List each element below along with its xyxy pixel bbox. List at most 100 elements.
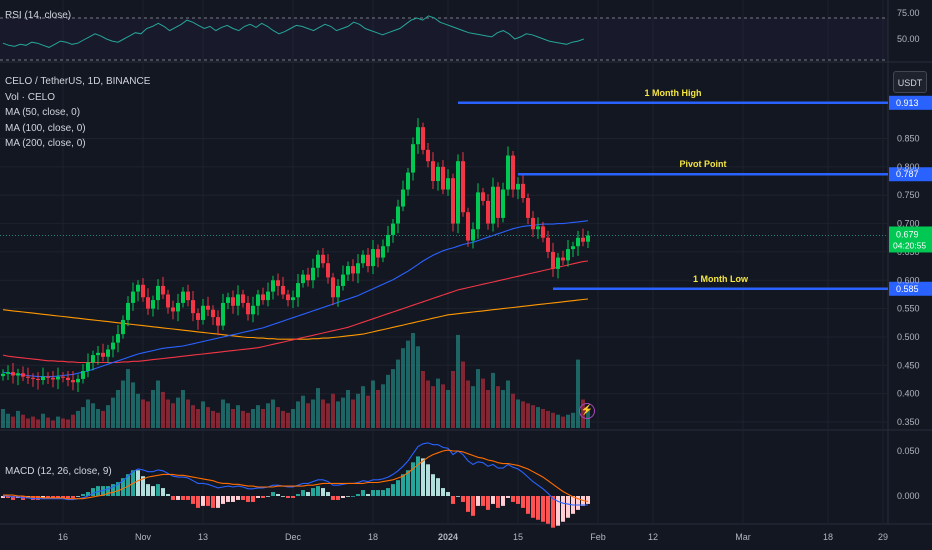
macd-histogram-bar xyxy=(401,474,405,496)
main-legend[interactable]: CELO / TetherUS, 1D, BINANCE Vol · CELO … xyxy=(5,74,150,152)
volume-bar xyxy=(221,399,225,428)
candle-body xyxy=(221,302,225,326)
volume-bar xyxy=(416,346,420,428)
candle-body xyxy=(26,376,30,378)
macd-histogram-bar xyxy=(201,496,205,506)
volume-bar xyxy=(506,380,510,428)
time-tick-label: 29 xyxy=(878,532,888,542)
volume-bar xyxy=(1,409,5,428)
volume-bar xyxy=(546,410,550,428)
moving-averages xyxy=(0,220,888,378)
candle-body xyxy=(436,166,440,182)
annotations: 1 Month High Pivot Point 1 Month Low xyxy=(458,88,888,291)
volume-bar xyxy=(421,371,425,428)
macd-histogram-bar xyxy=(456,496,460,497)
macd-histogram-bar xyxy=(1,496,5,498)
candle-body xyxy=(111,342,115,350)
volume-bar xyxy=(286,412,290,428)
ma100-line xyxy=(2,260,589,364)
time-axis[interactable]: 16 Nov 13 Dec 18 2024 15 Feb 12 Mar 18 29 xyxy=(58,532,888,542)
candle-body xyxy=(571,246,575,250)
volume-bar xyxy=(196,409,200,428)
volume-bar xyxy=(101,410,105,428)
candle-body xyxy=(356,263,360,274)
price-axis[interactable]: 75.00 50.00 0.913 0.787 0.585 0.850 0.800 0.750… xyxy=(889,8,932,501)
macd-histogram-bar xyxy=(81,494,85,496)
volume-bar xyxy=(151,390,155,428)
macd-legend-label: MACD (12, 26, close, 9) xyxy=(5,466,112,477)
macd-histogram-bar xyxy=(191,496,195,504)
macd-histogram-bar xyxy=(386,488,390,496)
volume-bar xyxy=(471,386,475,428)
macd-histogram-bar xyxy=(576,496,580,510)
volume-bar xyxy=(401,348,405,428)
candle-body xyxy=(416,127,420,145)
macd-histogram-bar xyxy=(166,494,170,496)
macd-histogram-bar xyxy=(231,496,235,502)
candle-body xyxy=(496,186,500,218)
candle-body xyxy=(391,223,395,235)
macd-histogram-bar xyxy=(381,490,385,496)
candle-body xyxy=(176,302,180,312)
candle-body xyxy=(126,302,130,320)
candle-body xyxy=(506,155,510,190)
macd-histogram-bar xyxy=(351,496,355,497)
macd-histogram-bar xyxy=(111,484,115,496)
candle-body xyxy=(301,274,305,284)
volume-bar xyxy=(411,333,415,428)
macd-histogram-bar xyxy=(241,496,245,500)
candle-body xyxy=(376,249,380,258)
volume-bar xyxy=(396,359,400,428)
candle-body xyxy=(181,291,185,303)
currency-button[interactable]: USDT xyxy=(893,71,927,93)
price-tick-label: 0.350 xyxy=(897,417,920,427)
candle-body xyxy=(331,277,335,298)
lightning-icon[interactable]: ⚡ xyxy=(579,403,595,419)
volume-bar xyxy=(426,380,430,428)
candle-body xyxy=(131,291,135,303)
volume-bar xyxy=(281,410,285,428)
candle-body xyxy=(236,294,240,306)
candle-body xyxy=(406,172,410,190)
macd-histogram-bar xyxy=(416,456,420,496)
candle-body xyxy=(261,294,265,301)
macd-legend[interactable]: MACD (12, 26, close, 9) xyxy=(5,464,112,480)
rsi-line xyxy=(2,15,584,48)
volume-bar xyxy=(276,407,280,428)
macd-histogram-bar xyxy=(486,496,490,510)
candle-body xyxy=(586,235,590,242)
volume-bar xyxy=(106,405,110,428)
candle-body xyxy=(561,257,565,261)
macd-histogram-bar xyxy=(501,496,505,506)
macd-histogram-bar xyxy=(121,478,125,496)
macd-histogram-bar xyxy=(556,496,560,526)
candle-body xyxy=(361,254,365,264)
candle-body xyxy=(511,155,515,190)
time-tick-label: 16 xyxy=(58,532,68,542)
candle-body xyxy=(461,161,465,213)
volume-bar xyxy=(166,399,170,428)
macd-histogram-bar xyxy=(481,496,485,506)
macd-histogram-bar xyxy=(531,496,535,518)
volume-bar xyxy=(81,407,85,428)
volume-bar xyxy=(551,412,555,428)
candle-body xyxy=(166,294,170,308)
volume-bar xyxy=(56,416,60,428)
volume-bar xyxy=(566,414,570,428)
macd-histogram-bar xyxy=(321,488,325,496)
level-badge-2 xyxy=(889,281,932,296)
level-badge-label-1: 0.787 xyxy=(896,169,919,179)
rsi-legend[interactable]: RSI (14, close) xyxy=(5,8,71,24)
rsi-tick-label: 75.00 xyxy=(897,8,920,18)
candle-body xyxy=(231,297,235,306)
volume-bar xyxy=(571,412,575,428)
price-tick-label: 0.750 xyxy=(897,190,920,200)
macd-histogram-bar xyxy=(536,496,540,520)
macd-histogram-bar xyxy=(461,496,465,502)
price-tick-label: 0.800 xyxy=(897,162,920,172)
candle-body xyxy=(466,212,470,241)
macd-histogram-bar xyxy=(256,496,260,498)
candle-body xyxy=(226,297,230,303)
rsi-tick-label: 50.00 xyxy=(897,34,920,44)
